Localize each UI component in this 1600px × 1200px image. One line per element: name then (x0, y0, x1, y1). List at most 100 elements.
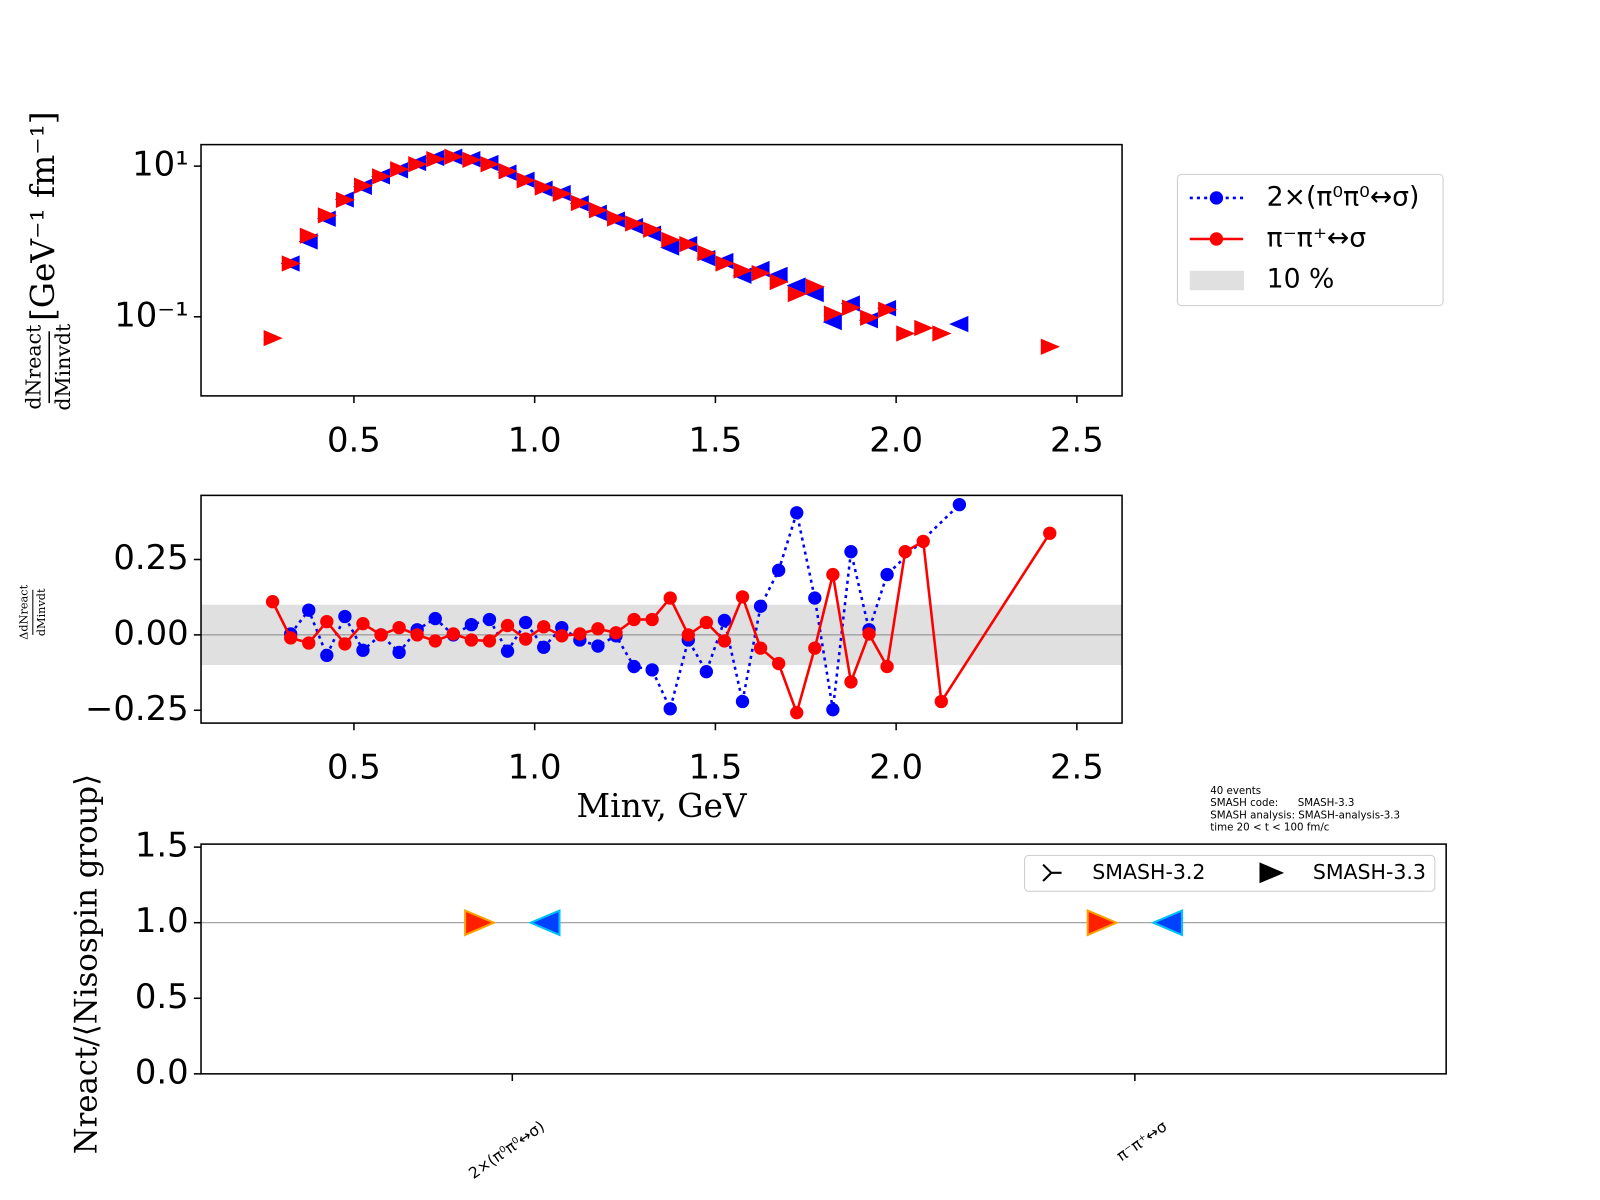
marker (408, 156, 428, 173)
marker (480, 156, 500, 173)
x-tick-label: 1.0 (508, 748, 562, 787)
marker (284, 631, 298, 645)
marker (717, 634, 732, 648)
marker (771, 656, 786, 671)
y-tick-label: 0.00 (113, 613, 188, 652)
marker (699, 615, 714, 630)
marker (372, 168, 392, 185)
y-tick-label: 0.5 (135, 977, 189, 1016)
axes-frame (200, 843, 1447, 1075)
y-label-numerator: ΔdNreact (18, 584, 31, 639)
marker (317, 207, 337, 224)
marker (410, 628, 424, 642)
marker (338, 609, 352, 624)
annotation: SMASH analysis: SMASH-analysis-3.3 (1210, 809, 1400, 821)
legend-label: SMASH-3.3 (1313, 860, 1426, 884)
y-tick-label: 0.0 (135, 1052, 189, 1091)
marker (790, 706, 804, 720)
marker (679, 236, 699, 253)
marker (390, 161, 410, 178)
marker (663, 702, 677, 716)
marker (663, 591, 677, 605)
marker (482, 634, 497, 648)
marker (952, 497, 967, 512)
y-tick-label: 1.0 (135, 901, 189, 940)
marker (715, 255, 735, 272)
x-tick-label: 1.5 (688, 421, 742, 460)
marker (914, 319, 934, 337)
marker (880, 659, 894, 674)
marker (808, 591, 822, 605)
y-tick-label: 0.25 (113, 538, 188, 577)
marker (528, 908, 561, 937)
marker (822, 313, 842, 331)
marker (338, 637, 352, 651)
marker (573, 627, 587, 641)
marker (464, 908, 497, 937)
marker (498, 163, 518, 180)
marker (534, 179, 554, 196)
marker (1043, 526, 1057, 540)
marker (464, 617, 479, 632)
marker (625, 215, 645, 232)
marker (916, 534, 930, 549)
marker (697, 244, 717, 262)
marker (787, 285, 807, 303)
marker (302, 603, 316, 617)
legend-marker (1209, 232, 1224, 246)
marker (444, 148, 464, 165)
annotation: time 20 < t < 100 fm/c (1210, 822, 1329, 834)
marker (320, 648, 334, 663)
marker (428, 611, 442, 626)
x-tick-label: 2.5 (1050, 748, 1104, 787)
marker (1040, 338, 1060, 355)
x-tick-label: 1.0 (508, 421, 562, 460)
marker (392, 645, 406, 660)
marker (570, 194, 591, 212)
marker (516, 172, 536, 189)
annotation: SMASH code: SMASH-3.3 (1210, 797, 1354, 809)
marker (643, 221, 663, 238)
y-tick-label: −0.25 (85, 689, 189, 728)
marker (353, 177, 374, 194)
marker (1086, 908, 1120, 937)
marker (588, 202, 609, 219)
y-label-numerator: dNreact (21, 324, 45, 410)
y-tick-label: 10⁻¹ (114, 295, 188, 334)
x-tick-label: 0.5 (327, 421, 381, 460)
marker (263, 330, 283, 347)
marker (735, 694, 750, 709)
marker (591, 639, 605, 653)
x-tick-label: 2.5 (1050, 421, 1104, 460)
axes-frame (200, 494, 1123, 724)
x-tick-label: 2.0 (869, 748, 923, 787)
legend-swatch (1189, 270, 1245, 291)
marker (356, 643, 370, 657)
marker (790, 506, 804, 520)
marker (500, 618, 515, 633)
marker (518, 615, 533, 630)
marker (717, 613, 732, 628)
y-tick-label: 10¹ (132, 145, 189, 184)
marker (841, 299, 862, 316)
legend-label: SMASH-3.2 (1092, 860, 1205, 884)
marker (751, 264, 771, 282)
marker (446, 627, 460, 641)
x-label: Minv, GeV (577, 787, 748, 825)
marker (826, 702, 840, 717)
marker (552, 185, 572, 202)
marker (537, 640, 551, 654)
y-tick-label: 1.5 (135, 826, 189, 865)
marker (627, 659, 641, 674)
marker (462, 151, 482, 169)
marker (591, 622, 605, 636)
marker (482, 612, 497, 627)
marker (823, 305, 844, 322)
marker (681, 628, 695, 642)
marker (645, 612, 659, 627)
y-label-bottom: Nreact/⟨Nisospin group⟩ (69, 774, 105, 1154)
marker (896, 325, 916, 342)
legend-label: 10 % (1267, 264, 1335, 295)
